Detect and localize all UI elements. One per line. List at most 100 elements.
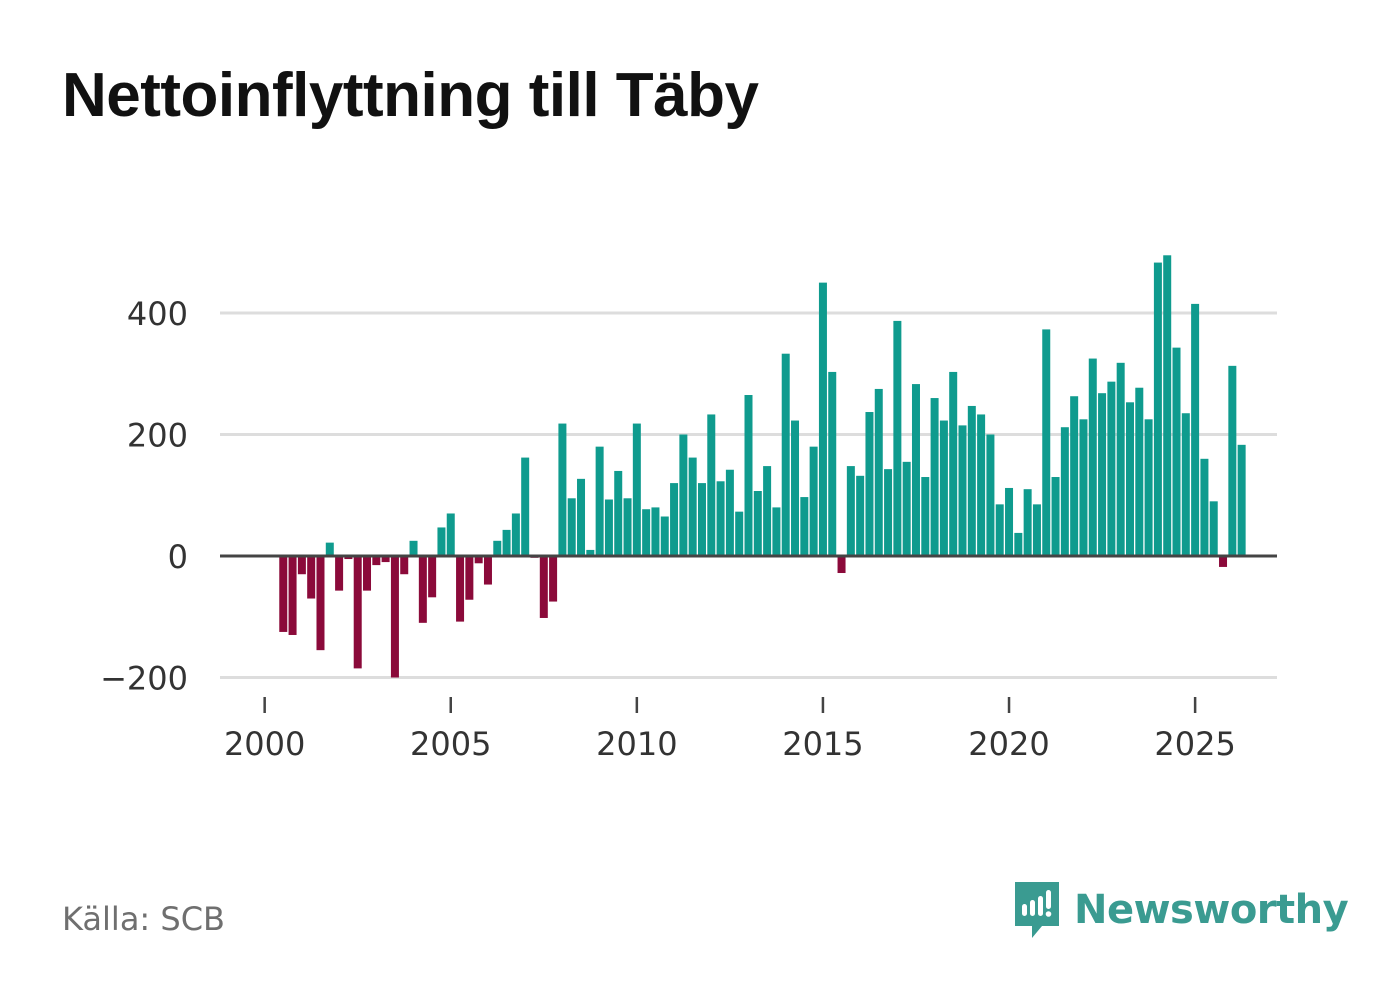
bar: [977, 414, 986, 556]
bar: [1098, 393, 1107, 556]
bar: [893, 320, 902, 556]
bar: [707, 414, 716, 556]
bar: [1209, 501, 1218, 556]
bar: [1060, 427, 1069, 556]
x-tick-label: 2020: [968, 725, 1049, 763]
bar: [1005, 487, 1014, 556]
bar: [660, 516, 669, 556]
bar: [558, 423, 567, 556]
bar: [353, 556, 362, 669]
bar: [1079, 419, 1088, 556]
bar: [967, 405, 976, 556]
bar: [418, 556, 427, 623]
bar: [856, 475, 865, 556]
bar: [1135, 387, 1144, 556]
bar: [483, 556, 492, 585]
bar: [911, 384, 920, 556]
y-axis-labels: −200 0 200 400: [100, 295, 188, 698]
bar: [884, 469, 893, 556]
bar: [363, 556, 372, 591]
y-tick-label: 400: [127, 295, 188, 333]
bar: [539, 556, 548, 618]
x-tick-label: 2005: [410, 725, 491, 763]
bar: [288, 556, 297, 635]
bar: [456, 556, 465, 622]
y-tick-label: −200: [100, 660, 188, 698]
bar: [744, 395, 753, 556]
bar: [846, 466, 855, 556]
bar: [930, 398, 939, 556]
bar: [586, 549, 595, 556]
bar: [1181, 413, 1190, 556]
bar: [995, 504, 1004, 556]
bar: [818, 282, 827, 557]
bar: [772, 507, 781, 556]
bar: [1088, 358, 1097, 556]
bar: [614, 470, 623, 556]
bar: [1051, 477, 1060, 556]
newsworthy-logo-icon: [1015, 882, 1059, 938]
bar: [651, 507, 660, 556]
bar: [325, 542, 334, 556]
bar: [428, 556, 437, 598]
bar: [1107, 381, 1116, 556]
bars: [279, 255, 1246, 678]
bar: [577, 478, 586, 556]
bar: [1032, 504, 1041, 556]
bar: [874, 388, 883, 556]
bar: [1023, 489, 1032, 557]
bar: [986, 434, 995, 556]
bar: [809, 446, 818, 556]
bar: [381, 556, 390, 563]
chart-title: Nettoinflyttning till Täby: [62, 61, 759, 130]
bar: [791, 420, 800, 556]
bar: [1228, 365, 1237, 556]
bar: [781, 353, 790, 556]
bar: [437, 527, 446, 556]
bar: [1042, 329, 1051, 556]
bar: [1163, 255, 1172, 557]
bar: [521, 457, 530, 556]
x-axis: 2000 2005 2010 2015 2020 2025: [224, 697, 1236, 763]
bar: [697, 483, 706, 556]
bar: [753, 491, 762, 556]
bar: [567, 498, 576, 556]
bar: [688, 457, 697, 556]
bar: [902, 461, 911, 556]
bar: [632, 423, 641, 556]
bar: [679, 434, 688, 556]
source-label: Källa: SCB: [62, 900, 225, 938]
bar: [949, 371, 958, 556]
bar: [1237, 444, 1246, 556]
bar: [474, 556, 483, 564]
bar: [1200, 458, 1209, 556]
y-tick-label: 200: [127, 417, 188, 455]
bar: [465, 556, 474, 600]
bar: [1191, 303, 1200, 556]
bar: [297, 556, 306, 575]
bar: [670, 483, 679, 556]
bar: [446, 513, 455, 557]
bar: [1116, 362, 1125, 556]
bar: [1125, 402, 1134, 556]
bar: [1172, 347, 1181, 556]
brand-name: Newsworthy: [1074, 887, 1349, 933]
bar: [735, 511, 744, 556]
bar: [502, 529, 511, 556]
brand-logo[interactable]: Newsworthy: [1012, 880, 1349, 940]
x-tick-label: 2000: [224, 725, 305, 763]
bar: [511, 513, 520, 557]
bar: [1219, 556, 1228, 567]
x-tick-label: 2025: [1154, 725, 1235, 763]
bar: [763, 466, 772, 556]
bar: [549, 556, 558, 602]
bar: [335, 556, 344, 591]
bar: [409, 540, 418, 556]
bar: [716, 481, 725, 556]
bar: [725, 469, 734, 557]
bar: [921, 477, 930, 556]
bar: [828, 371, 837, 556]
x-tick-label: 2015: [782, 725, 863, 763]
x-tick-label: 2010: [596, 725, 677, 763]
